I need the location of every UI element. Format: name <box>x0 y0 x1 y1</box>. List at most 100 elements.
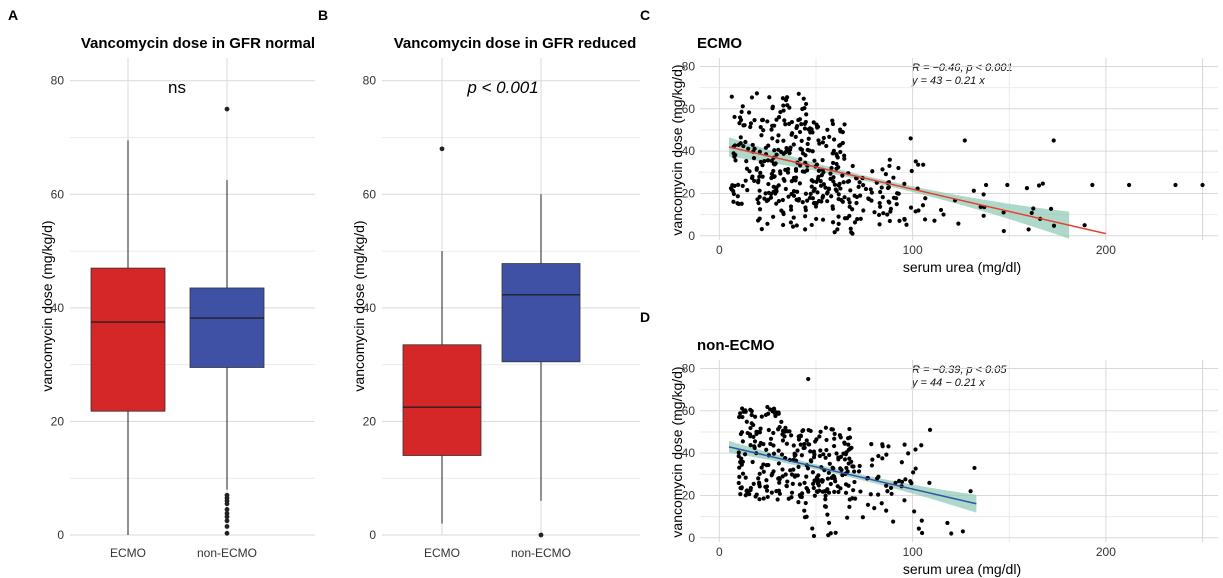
data-point <box>772 148 777 153</box>
data-point <box>795 189 800 194</box>
data-point <box>764 478 769 483</box>
data-point <box>849 230 854 235</box>
data-point <box>740 414 745 420</box>
data-point <box>796 91 801 96</box>
data-point <box>781 222 786 228</box>
data-point <box>761 441 766 447</box>
y-tick-label: 0 <box>369 528 376 542</box>
box-ecmo <box>402 344 482 456</box>
data-point <box>756 180 761 185</box>
data-point <box>805 198 810 203</box>
x-tick-label: 0 <box>716 545 723 559</box>
data-point <box>806 136 811 141</box>
data-point <box>916 526 921 531</box>
data-point <box>741 123 746 128</box>
data-point <box>813 204 819 209</box>
data-point <box>748 485 753 491</box>
data-point <box>829 427 834 432</box>
data-point <box>783 98 789 103</box>
data-point <box>843 490 849 495</box>
data-point <box>739 406 745 411</box>
data-point <box>817 453 822 459</box>
y-tick-label: 60 <box>682 404 696 418</box>
data-point <box>921 162 926 167</box>
outlier-point <box>224 524 230 529</box>
data-point <box>847 504 852 509</box>
data-point <box>896 165 901 171</box>
data-point <box>956 221 961 226</box>
data-point <box>876 474 881 479</box>
data-point <box>788 220 793 225</box>
data-point <box>828 171 833 176</box>
data-point <box>818 179 823 184</box>
data-point <box>815 190 820 195</box>
data-point <box>885 185 891 191</box>
data-point <box>758 159 763 165</box>
data-point <box>809 184 814 189</box>
data-point <box>771 430 776 436</box>
data-point <box>740 439 745 444</box>
data-point <box>887 163 892 169</box>
data-point <box>833 530 838 535</box>
data-point <box>927 427 933 432</box>
data-point <box>780 197 785 203</box>
data-point <box>776 147 781 152</box>
data-point <box>846 197 851 202</box>
data-point <box>761 469 766 474</box>
data-point <box>757 174 762 179</box>
data-point <box>749 95 755 100</box>
data-point <box>832 489 837 494</box>
data-point <box>825 476 830 481</box>
data-point <box>752 414 758 419</box>
data-point <box>806 442 811 447</box>
data-point <box>842 153 847 158</box>
data-point <box>1082 223 1087 228</box>
y-tick-label: 0 <box>688 531 695 545</box>
data-point <box>932 218 937 223</box>
data-point <box>812 493 817 498</box>
data-point <box>902 217 907 222</box>
data-point <box>810 526 815 531</box>
data-point <box>821 135 826 141</box>
data-point <box>919 530 925 536</box>
data-point <box>769 490 774 495</box>
data-point <box>796 500 801 505</box>
data-point <box>780 467 785 472</box>
y-tick-label: 20 <box>682 186 696 200</box>
data-point <box>847 497 852 502</box>
data-point <box>889 491 894 496</box>
data-point <box>831 179 836 184</box>
outlier-point <box>439 146 445 152</box>
data-point <box>781 177 786 182</box>
data-point <box>894 202 899 207</box>
data-point <box>752 117 757 123</box>
data-point <box>803 500 808 506</box>
y-tick-label: 0 <box>688 229 695 243</box>
data-point <box>904 222 909 227</box>
data-point <box>784 441 789 446</box>
data-point <box>754 91 759 96</box>
data-point <box>781 108 786 113</box>
data-point <box>852 193 857 198</box>
x-tick-label: ECMO <box>110 546 146 560</box>
data-point <box>771 168 776 174</box>
data-point <box>757 188 762 193</box>
data-point <box>780 438 786 443</box>
data-point <box>805 141 810 147</box>
data-point <box>757 484 762 489</box>
data-point <box>803 208 808 213</box>
data-point <box>745 430 750 436</box>
data-point <box>776 448 781 453</box>
data-point <box>888 206 893 212</box>
data-point <box>750 459 755 465</box>
box-non-ecmo <box>189 287 265 368</box>
data-point <box>829 165 834 171</box>
data-point <box>863 186 869 192</box>
data-point <box>803 191 809 196</box>
data-point <box>848 226 853 231</box>
data-point <box>816 138 821 143</box>
data-point <box>827 461 832 466</box>
data-point <box>738 492 743 497</box>
data-point <box>751 422 756 428</box>
